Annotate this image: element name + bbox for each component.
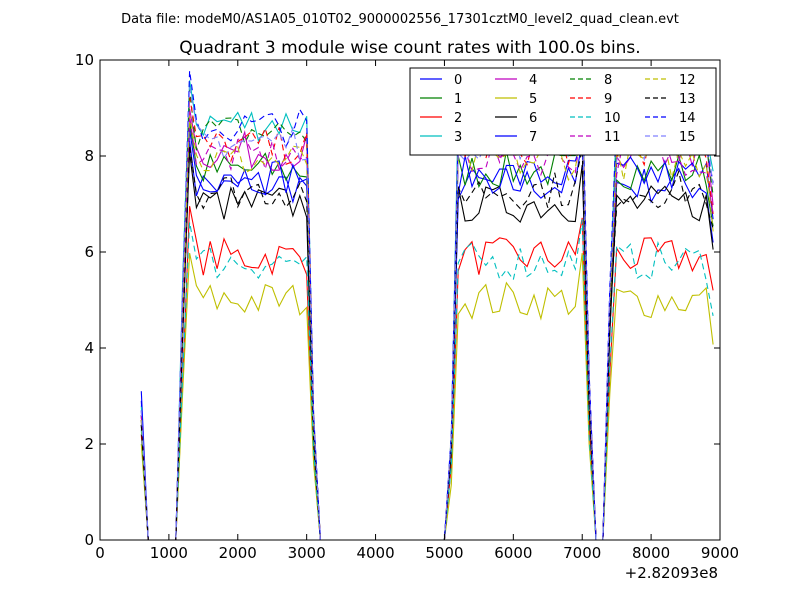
legend-label-3: 3 <box>454 130 462 145</box>
y-tick-label: 10 <box>75 51 94 69</box>
axis-ticks: 0 1000 2000 3000 4000 5000 6000 7000 8000 9000 0 2 4… <box>75 51 739 562</box>
legend-label-1: 1 <box>454 92 462 107</box>
y-tick-label: 2 <box>84 435 94 453</box>
x-tick-label: 1000 <box>150 544 188 562</box>
legend-label-12: 12 <box>679 73 696 88</box>
legend-label-14: 14 <box>679 111 696 126</box>
legend-label-4: 4 <box>529 73 537 88</box>
legend-label-2: 2 <box>454 111 462 126</box>
series-line-7 <box>140 129 714 540</box>
x-tick-label: 5000 <box>425 544 463 562</box>
series-line-5 <box>140 252 714 540</box>
x-tick-label: 9000 <box>701 544 739 562</box>
series-line-8 <box>140 89 714 540</box>
x-tick-label: 4000 <box>356 544 394 562</box>
legend-label-5: 5 <box>529 92 537 107</box>
figure-suptitle: Data file: modeM0/AS1A05_010T02_90000025… <box>121 12 679 27</box>
y-tick-label: 0 <box>84 531 94 549</box>
series-line-4 <box>140 108 714 540</box>
legend-label-13: 13 <box>679 92 696 107</box>
series-line-0 <box>140 139 714 540</box>
x-tick-label: 0 <box>95 544 105 562</box>
y-tick-label: 8 <box>84 147 94 165</box>
legend-label-6: 6 <box>529 111 537 126</box>
y-tick-label: 4 <box>84 339 94 357</box>
legend-label-9: 9 <box>604 92 612 107</box>
legend-label-0: 0 <box>454 73 462 88</box>
x-tick-label: 3000 <box>288 544 326 562</box>
series-line-2 <box>140 206 714 540</box>
x-tick-label: 7000 <box>563 544 601 562</box>
series-line-13 <box>140 145 714 540</box>
x-axis-offset-label: +2.82093e8 <box>625 564 718 582</box>
axes-frame <box>99 59 721 541</box>
chart-title: Quadrant 3 module wise count rates with … <box>179 38 640 58</box>
x-tick-label: 6000 <box>494 544 532 562</box>
series-line-1 <box>140 121 714 540</box>
x-tick-label: 2000 <box>219 544 257 562</box>
legend-label-7: 7 <box>529 130 537 145</box>
legend-box <box>409 67 717 156</box>
legend-label-8: 8 <box>604 73 612 88</box>
legend-label-10: 10 <box>604 111 621 126</box>
y-tick-label: 6 <box>84 243 94 261</box>
legend-label-11: 11 <box>604 130 621 145</box>
legend-label-15: 15 <box>679 130 696 145</box>
series-line-10 <box>140 219 714 540</box>
x-tick-label: 8000 <box>632 544 670 562</box>
